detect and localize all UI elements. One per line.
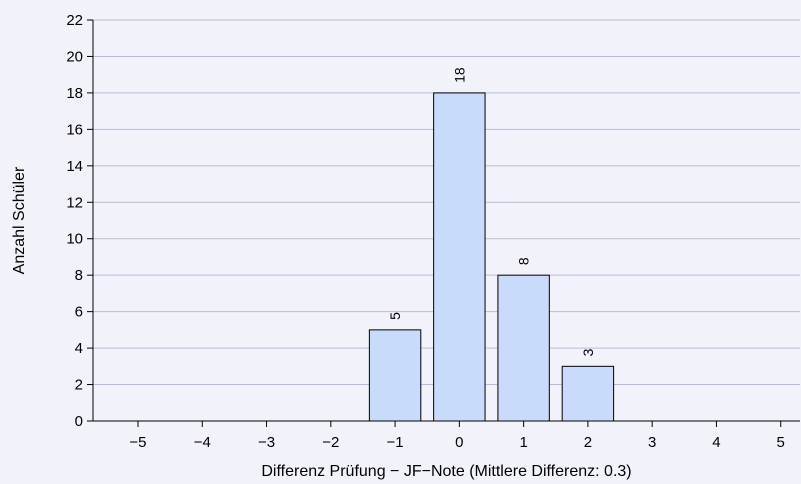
x-tick-label: 4 [712,434,720,451]
data-label: 18 [451,67,467,83]
axes [92,20,800,422]
x-tick-label: 0 [455,434,463,451]
y-tick-label: 4 [75,340,83,357]
y-tick-labels: 0 2 4 6 8 10 12 14 16 18 20 22 [66,12,93,430]
y-tick-label: 14 [66,158,83,175]
x-tick-label: −4 [194,434,211,451]
y-tick-label: 12 [66,194,83,211]
x-tick-labels: −5 −4 −3 −2 −1 0 1 2 3 4 5 [129,421,785,451]
data-label: 3 [580,348,596,356]
y-tick-label: 20 [66,48,83,65]
x-tick-label: 3 [648,434,656,451]
data-label: 5 [387,312,403,320]
y-tick-label: 2 [75,377,83,394]
y-tick-label: 0 [75,413,83,430]
y-tick-label: 22 [66,12,83,29]
y-tick-label: 18 [66,85,83,102]
bar [561,365,615,422]
x-tick-label: −2 [322,434,339,451]
bar [368,329,422,422]
x-tick-label: 5 [777,434,785,451]
bars [368,92,615,422]
y-tick-label: 16 [66,121,83,138]
bar [433,92,486,422]
x-tick-label: −5 [129,434,146,451]
x-tick-label: 1 [519,434,527,451]
y-axis-title: Anzahl Schüler [11,166,28,274]
y-tick-label: 8 [75,267,83,284]
x-tick-label: −1 [387,434,404,451]
bar [497,274,550,422]
x-tick-label: 2 [584,434,592,451]
data-label: 8 [516,257,532,265]
x-axis-title: Differenz Prüfung − JF−Note (Mittlere Di… [261,463,631,480]
x-tick-label: −3 [258,434,275,451]
data-labels: 5 18 8 3 [387,67,596,356]
y-tick-label: 10 [66,231,83,248]
y-tick-label: 6 [75,304,83,321]
